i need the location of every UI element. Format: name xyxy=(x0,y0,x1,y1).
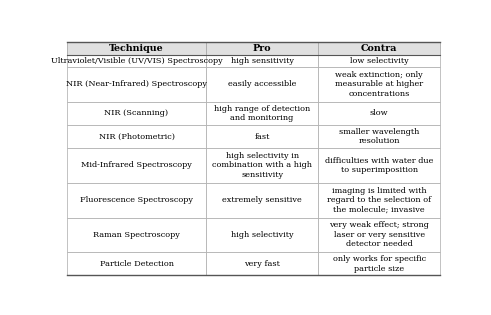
Bar xyxy=(318,148,440,183)
Text: Contra: Contra xyxy=(361,44,397,53)
Text: Mid-Infrared Spectroscopy: Mid-Infrared Spectroscopy xyxy=(81,162,192,169)
Text: easily accessible: easily accessible xyxy=(228,80,296,89)
Text: weak extinction; only
measurable at higher
concentrations: weak extinction; only measurable at high… xyxy=(335,71,423,98)
Bar xyxy=(67,125,206,148)
Text: only works for specific
particle size: only works for specific particle size xyxy=(332,255,426,273)
Bar xyxy=(206,125,318,148)
Bar xyxy=(206,55,318,67)
Bar xyxy=(206,183,318,218)
Text: NIR (Near-Infrared) Spectroscopy: NIR (Near-Infrared) Spectroscopy xyxy=(66,80,207,89)
Bar xyxy=(206,42,318,55)
Text: Particle Detection: Particle Detection xyxy=(100,260,173,268)
Text: Raman Spectroscopy: Raman Spectroscopy xyxy=(93,231,180,239)
Text: low selectivity: low selectivity xyxy=(350,57,409,65)
Bar xyxy=(67,183,206,218)
Bar xyxy=(318,67,440,102)
Text: Fluorescence Spectroscopy: Fluorescence Spectroscopy xyxy=(80,196,193,204)
Bar xyxy=(67,42,206,55)
Bar xyxy=(206,148,318,183)
Bar xyxy=(318,102,440,125)
Text: high range of detection
and monitoring: high range of detection and monitoring xyxy=(214,105,310,122)
Text: NIR (Scanning): NIR (Scanning) xyxy=(105,109,168,117)
Bar xyxy=(318,55,440,67)
Text: extremely sensitive: extremely sensitive xyxy=(222,196,302,204)
Text: high selectivity: high selectivity xyxy=(231,231,294,239)
Text: NIR (Photometric): NIR (Photometric) xyxy=(99,133,174,140)
Bar xyxy=(206,67,318,102)
Bar xyxy=(67,218,206,252)
Text: Ultraviolet/Visible (UV/VIS) Spectroscopy: Ultraviolet/Visible (UV/VIS) Spectroscop… xyxy=(51,57,222,65)
Bar xyxy=(67,102,206,125)
Text: very weak effect; strong
laser or very sensitive
detector needed: very weak effect; strong laser or very s… xyxy=(329,221,429,249)
Text: slow: slow xyxy=(370,109,388,117)
Text: imaging is limited with
regard to the selection of
the molecule; invasive: imaging is limited with regard to the se… xyxy=(327,187,431,214)
Text: Technique: Technique xyxy=(109,44,164,53)
Bar xyxy=(206,252,318,276)
Bar xyxy=(206,102,318,125)
Bar xyxy=(206,218,318,252)
Bar xyxy=(67,67,206,102)
Bar xyxy=(67,252,206,276)
Bar xyxy=(318,218,440,252)
Text: fast: fast xyxy=(254,133,270,140)
Bar xyxy=(318,183,440,218)
Text: smaller wavelength
resolution: smaller wavelength resolution xyxy=(339,128,419,145)
Bar xyxy=(67,55,206,67)
Bar xyxy=(318,42,440,55)
Text: high selectivity in
combination with a high
sensitivity: high selectivity in combination with a h… xyxy=(212,152,312,179)
Bar xyxy=(67,148,206,183)
Bar xyxy=(318,252,440,276)
Bar xyxy=(318,125,440,148)
Text: difficulties with water due
to superimposition: difficulties with water due to superimpo… xyxy=(325,157,433,174)
Text: very fast: very fast xyxy=(244,260,280,268)
Text: Pro: Pro xyxy=(253,44,272,53)
Text: high sensitivity: high sensitivity xyxy=(231,57,294,65)
